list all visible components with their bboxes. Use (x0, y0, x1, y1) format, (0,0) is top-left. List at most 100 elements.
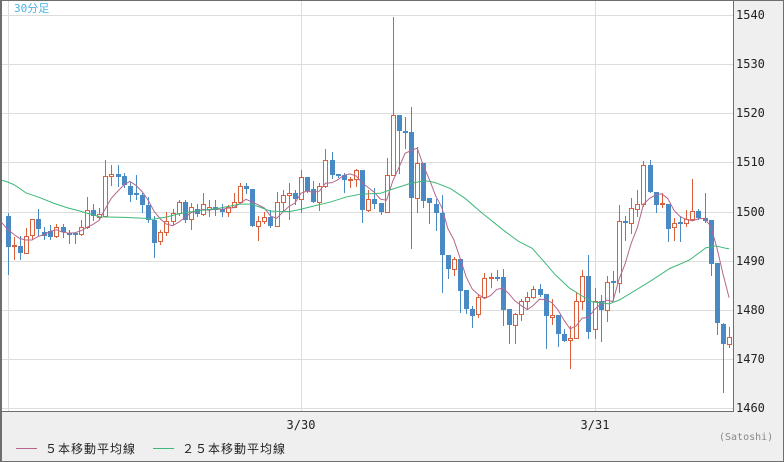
candle-body (421, 163, 426, 201)
candle-up (476, 295, 481, 318)
candle-body (91, 210, 96, 216)
legend-label-ma5: ５本移動平均線 (45, 441, 137, 456)
candle-down (678, 216, 683, 242)
candle-body (54, 227, 59, 237)
candle-up (482, 273, 487, 299)
candle-body (348, 179, 353, 181)
y-axis-tick-label: 1510 (736, 155, 765, 169)
candle-down (116, 165, 121, 187)
candle-up (580, 270, 585, 310)
candle-body (397, 115, 402, 131)
candle-body (317, 186, 322, 203)
candle-down (305, 177, 310, 193)
candle-body (629, 208, 634, 224)
candle-up (489, 273, 494, 288)
candle-up (629, 198, 634, 234)
candle-down (654, 192, 659, 213)
candle-down (556, 315, 561, 347)
candle-body (440, 213, 445, 255)
candle-down (61, 224, 66, 238)
candle-up (226, 205, 231, 217)
candle-up (262, 212, 267, 224)
candle-up (158, 230, 163, 245)
candle-down (250, 189, 255, 227)
candle-down (648, 160, 653, 193)
candle-down (379, 203, 384, 215)
candle-down (91, 204, 96, 221)
candle-body (152, 220, 157, 243)
candle-down (715, 263, 720, 335)
candle-down (18, 236, 23, 260)
candle-up (299, 170, 304, 213)
ma25-line (2, 179, 730, 305)
candle-down (495, 270, 500, 281)
candle-down (544, 294, 549, 349)
candle-body (599, 301, 604, 310)
candle-body (385, 175, 390, 213)
x-axis-date-label: 3/31 (580, 418, 610, 432)
candle-down (538, 284, 543, 297)
candle-up (574, 292, 579, 339)
candle-body (305, 177, 310, 191)
candle-down (128, 182, 133, 202)
candle-body (103, 176, 108, 217)
candle-body (24, 236, 29, 254)
candle-down (446, 255, 451, 279)
candle-body (470, 309, 475, 316)
candle-up (690, 179, 695, 221)
candle-down (458, 259, 463, 313)
candle-body (140, 195, 145, 205)
candle-up (660, 193, 665, 208)
candle-body (574, 301, 579, 339)
candle-down (623, 216, 628, 241)
candle-body (538, 289, 543, 295)
candle-body (403, 131, 408, 133)
candle-body (268, 217, 273, 226)
candle-down (67, 230, 72, 244)
legend-item-ma5: ５本移動平均線 (16, 440, 136, 456)
candle-body (250, 189, 255, 226)
candle-down (372, 188, 377, 209)
candle-body (61, 227, 66, 232)
legend-label-ma25: ２５本移動平均線 (182, 441, 287, 456)
candle-body (678, 222, 683, 224)
candle-body (562, 334, 567, 341)
candle-body (617, 221, 622, 284)
candle-up (593, 288, 598, 339)
y-axis-tick-label: 1540 (736, 8, 765, 22)
candle-down (6, 213, 11, 275)
candle-body (391, 115, 396, 176)
candle-body (158, 232, 163, 242)
candle-down (666, 204, 671, 242)
plot-content (2, 17, 732, 393)
candle-body (641, 165, 646, 205)
candle-up (672, 218, 677, 241)
candle-body (464, 290, 469, 309)
candle-body (482, 278, 487, 298)
candle-up (385, 158, 390, 213)
candle-body (476, 297, 481, 315)
candle-down (360, 170, 365, 223)
candle-down (427, 198, 432, 224)
candle-up (415, 147, 420, 213)
candle-body (379, 203, 384, 212)
candle-body (531, 289, 536, 298)
candle-body (366, 199, 371, 211)
candle-down (336, 174, 341, 178)
candle-body (134, 193, 139, 195)
candle-down (48, 225, 53, 240)
candle-down (140, 193, 145, 213)
candle-up (171, 209, 176, 225)
candle-body (287, 193, 292, 196)
candle-body (244, 186, 249, 189)
ma5-line-swatch-icon (16, 447, 37, 449)
candle-body (323, 160, 328, 187)
candle-down (696, 209, 701, 220)
chart-title: 30分足 (14, 2, 50, 15)
candle-body (256, 221, 261, 227)
candle-body (30, 219, 35, 236)
candle-body (458, 259, 463, 291)
candle-body (281, 195, 286, 203)
